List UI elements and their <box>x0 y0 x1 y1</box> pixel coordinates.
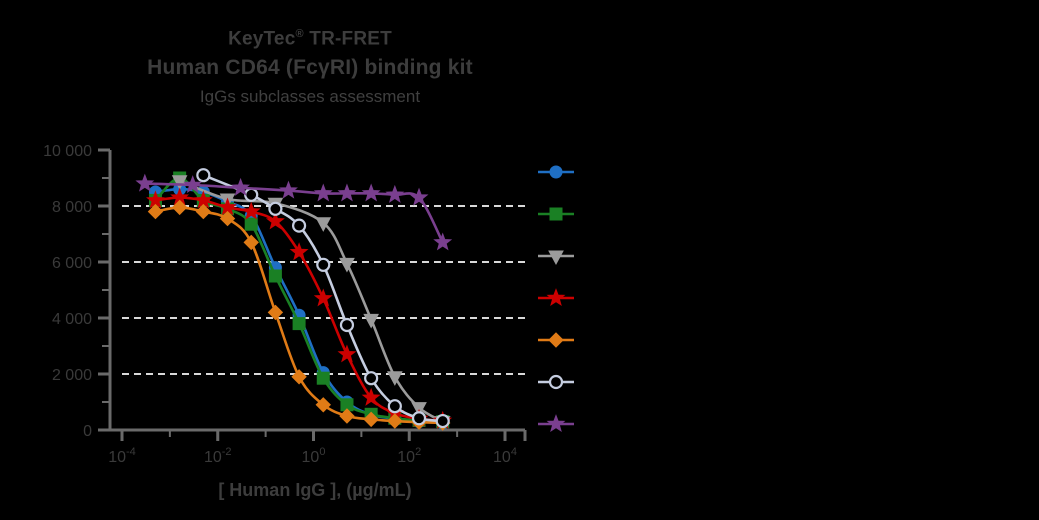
data-point-marker <box>313 288 333 307</box>
data-point-marker <box>231 177 251 196</box>
data-point-marker <box>548 374 564 390</box>
data-point-marker <box>244 187 259 202</box>
data-series <box>171 175 451 431</box>
x-axis-title: [ Human IgG ], (µg/mL) <box>218 480 411 500</box>
data-point-marker <box>316 371 330 385</box>
data-point-marker <box>265 211 285 230</box>
data-point-marker <box>291 369 307 385</box>
x-tick-label: 100 <box>302 446 326 466</box>
registered-trademark-icon: ® <box>295 28 304 40</box>
x-tick-label: 104 <box>493 446 517 466</box>
x-tick-label: 10-2 <box>204 446 232 466</box>
data-point-marker <box>363 313 379 329</box>
data-point-marker <box>171 199 188 216</box>
y-axis-ticks <box>98 148 110 432</box>
y-tick-label: 0 <box>83 423 92 440</box>
series-line <box>178 179 445 423</box>
series-line <box>143 182 445 244</box>
data-point-marker <box>549 165 563 179</box>
data-point-marker <box>291 218 307 233</box>
data-point-marker <box>546 288 566 307</box>
data-point-marker <box>387 371 403 386</box>
data-point-marker <box>195 203 212 220</box>
data-point-marker <box>409 187 429 206</box>
chart-title-block: KeyTec® TR-FRET Human CD64 (FcγRI) bindi… <box>0 22 620 110</box>
data-point-marker <box>433 232 453 251</box>
data-point-marker <box>315 217 332 232</box>
y-tick-label: 2 000 <box>52 367 92 384</box>
data-point-marker <box>411 411 427 426</box>
data-point-marker <box>361 183 381 202</box>
data-point-marker <box>339 257 355 273</box>
data-point-marker <box>385 184 405 203</box>
chart-title-line-2: Human CD64 (FcγRI) binding kit <box>147 56 473 80</box>
y-axis-tick-labels: 0 2 000 4 000 6 000 8 000 10 000 <box>43 143 92 440</box>
x-tick-label: 102 <box>397 446 421 466</box>
chart-legend <box>538 165 574 433</box>
data-point-marker <box>147 203 164 220</box>
data-point-marker <box>183 175 203 194</box>
data-point-marker <box>219 210 236 227</box>
legend-item[interactable] <box>538 332 574 348</box>
legend-item[interactable] <box>538 414 574 433</box>
data-series <box>135 173 453 251</box>
data-point-marker <box>313 183 333 202</box>
data-point-marker <box>361 387 381 406</box>
y-tick-label: 6 000 <box>52 255 92 272</box>
data-point-marker <box>315 397 331 413</box>
x-axis-tick-labels: 10-4 10-2 100 102 104 <box>108 446 517 466</box>
data-point-marker <box>243 234 259 251</box>
data-point-marker <box>364 371 379 386</box>
data-point-marker <box>279 180 298 199</box>
data-point-marker <box>135 173 155 192</box>
data-point-marker <box>548 332 564 348</box>
y-tick-label: 4 000 <box>52 311 92 328</box>
data-point-marker <box>268 201 283 216</box>
data-point-marker <box>196 168 211 183</box>
data-point-marker <box>549 207 563 221</box>
legend-item[interactable] <box>538 250 574 266</box>
data-point-marker <box>337 344 357 363</box>
data-point-marker <box>339 317 355 333</box>
y-tick-label: 10 000 <box>43 143 92 160</box>
data-point-marker <box>363 411 379 428</box>
chart-title-line-1: KeyTec® TR-FRET <box>0 22 620 51</box>
title-brand: KeyTec <box>228 28 296 50</box>
title-assay: TR-FRET <box>303 28 392 50</box>
data-point-marker <box>546 414 566 433</box>
legend-item[interactable] <box>538 374 574 390</box>
data-point-marker <box>339 408 355 424</box>
series-line <box>202 173 445 423</box>
data-point-marker <box>241 201 261 220</box>
x-axis-ticks <box>120 430 527 441</box>
legend-item[interactable] <box>538 288 574 307</box>
data-point-marker <box>548 250 564 266</box>
data-point-marker <box>292 317 306 331</box>
data-point-marker <box>435 413 450 429</box>
data-point-marker <box>289 242 309 261</box>
data-point-marker <box>337 183 357 202</box>
chart-subtitle: IgGs subclasses assessment <box>199 87 421 107</box>
legend-item[interactable] <box>538 207 574 221</box>
x-tick-label: 10-4 <box>108 446 136 466</box>
legend-item[interactable] <box>538 165 574 179</box>
data-point-marker <box>267 304 284 321</box>
y-tick-label: 8 000 <box>52 199 92 216</box>
data-point-marker <box>171 175 188 190</box>
data-series-layer <box>135 168 453 431</box>
data-point-marker <box>244 217 258 231</box>
data-series <box>196 168 450 429</box>
data-point-marker <box>316 257 331 272</box>
data-point-marker <box>387 399 402 414</box>
data-point-marker <box>387 413 403 429</box>
data-point-marker <box>268 269 282 283</box>
